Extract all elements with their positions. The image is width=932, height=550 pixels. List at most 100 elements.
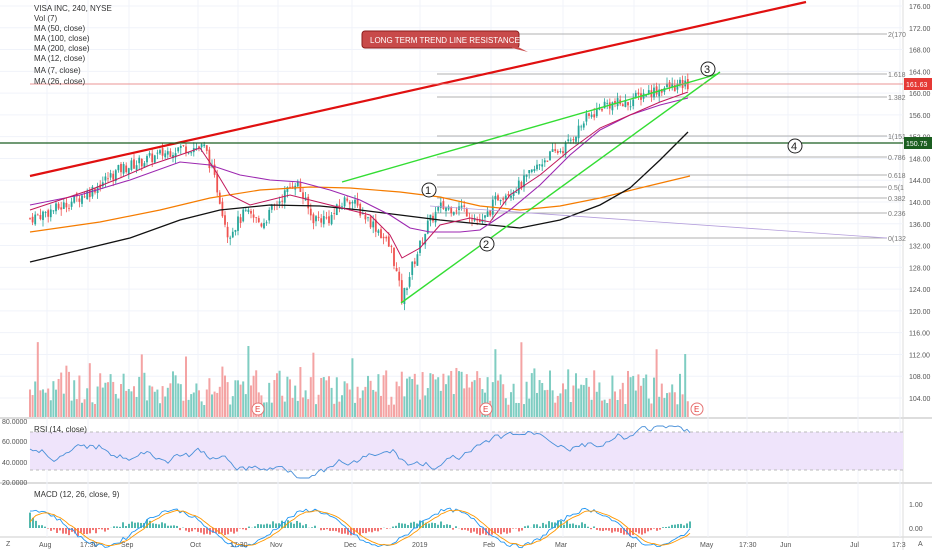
macd-hist-bar: [278, 523, 280, 528]
volume-bar: [234, 380, 237, 417]
volume-bar: [653, 377, 655, 417]
time-tick-label: Sep: [121, 542, 134, 549]
candle: [174, 153, 177, 158]
volume-bar: [460, 371, 463, 417]
volume-bar: [681, 394, 684, 417]
candle: [416, 254, 419, 266]
macd-hist-bar: [266, 523, 268, 528]
macd-hist-bar: [671, 524, 673, 528]
earnings-marker[interactable]: E: [479, 402, 493, 416]
volume-bar: [497, 380, 499, 417]
volume-bar: [159, 403, 161, 417]
macd-hist-bar: [617, 528, 619, 532]
volume-bar: [52, 381, 55, 417]
macd-hist-bar: [365, 528, 367, 534]
macd-hist-bar: [299, 522, 301, 528]
time-tick-label: Feb: [483, 542, 495, 549]
candle: [335, 204, 338, 216]
rsi-line: [29, 425, 691, 479]
candle: [190, 152, 193, 154]
time-tick-label: Jun: [780, 542, 791, 549]
candle: [629, 106, 632, 108]
candle: [390, 245, 393, 247]
volume-bar: [569, 402, 572, 417]
price-tick-label: 144.00: [909, 178, 931, 185]
candle: [393, 248, 395, 266]
macd-hist-bar: [536, 524, 538, 528]
volume-bar: [42, 389, 44, 417]
earnings-marker[interactable]: E: [690, 402, 704, 416]
fib-label: 0.382: [888, 196, 906, 203]
rsi-tick-label: 40.0000: [2, 460, 27, 467]
macd-hist-bar: [467, 528, 469, 531]
candle: [263, 222, 265, 229]
macd-hist-bar: [527, 525, 529, 528]
trend-resistance-line: [29, 0, 807, 178]
candle: [476, 219, 479, 221]
candle: [439, 202, 442, 208]
candle: [328, 216, 330, 224]
price-layer: 2(170 1.618 1.382 1(151 0.786 0.618 0.5(1 0.382…: [0, 0, 906, 311]
macd-hist-bar: [686, 523, 688, 528]
macd-hist-bar: [632, 528, 634, 536]
candle: [395, 268, 398, 272]
macd-hist-bar: [176, 525, 178, 528]
volume-bar: [645, 374, 648, 417]
macd-hist-bar: [581, 522, 583, 528]
volume-bar: [452, 394, 455, 417]
macd-hist-bar: [521, 528, 523, 531]
candle: [463, 205, 466, 207]
candle: [70, 201, 73, 207]
macd-hist-bar: [227, 528, 229, 535]
volume-bar: [523, 404, 525, 417]
volume-bar: [143, 372, 146, 417]
price-tick-label: 176.00: [909, 4, 931, 11]
candle: [507, 193, 510, 196]
macd-hist-bar: [392, 526, 394, 528]
candle: [117, 164, 120, 171]
volume-bar: [377, 374, 380, 417]
wave-label-2[interactable]: 2: [479, 236, 495, 252]
candle: [668, 82, 671, 88]
toolbar-left-icon[interactable]: Z: [6, 541, 11, 548]
volume-bar: [86, 388, 89, 417]
volume-bar: [673, 392, 676, 417]
volume-bar: [320, 377, 323, 417]
candle: [169, 151, 172, 158]
macd-hist-bar: [92, 528, 94, 531]
macd-hist-bar: [29, 512, 31, 528]
volume-bar: [57, 378, 60, 417]
macd-hist-bar: [425, 522, 427, 528]
candle: [442, 201, 445, 210]
candle: [367, 217, 369, 219]
wave-label-3[interactable]: 3: [700, 61, 716, 77]
price-tick-label: 104.00: [909, 396, 931, 403]
volume-bar: [416, 384, 419, 417]
volume-bar: [68, 371, 70, 417]
candle: [151, 153, 154, 163]
macd-hist-bar: [416, 523, 418, 528]
earnings-marker[interactable]: E: [251, 402, 265, 416]
macd-hist-bar: [311, 527, 313, 528]
macd-hist-bar: [638, 528, 640, 534]
macd-hist-bar: [164, 523, 166, 528]
volume-bar: [556, 395, 559, 417]
wave-label-4[interactable]: 4: [787, 138, 803, 154]
macd-hist-bar: [104, 528, 106, 532]
annotation-callout[interactable]: LONG TERM TREND LINE RESISTANCE: [361, 30, 528, 52]
candle: [55, 203, 57, 212]
candle: [135, 165, 138, 170]
candle: [676, 83, 679, 90]
macd-hist-bar: [563, 524, 565, 528]
volume-bar: [107, 382, 109, 417]
macd-hist-bar: [326, 528, 328, 530]
price-tick-label: 120.00: [909, 309, 931, 316]
macd-hist-bar: [653, 528, 655, 529]
volume-bar: [205, 389, 208, 417]
candle: [73, 194, 76, 203]
price-tick-label: 148.00: [909, 156, 931, 163]
volume-bar: [200, 401, 203, 417]
wave-label-1[interactable]: 1: [421, 182, 437, 198]
toolbar-right-icon[interactable]: A: [918, 541, 923, 548]
